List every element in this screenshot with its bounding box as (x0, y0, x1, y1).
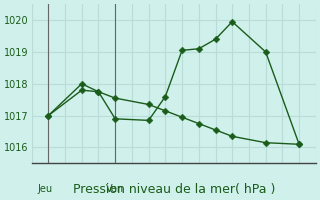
Text: Jeu: Jeu (37, 184, 52, 194)
Text: Ven: Ven (106, 184, 124, 194)
X-axis label: Pression niveau de la mer( hPa ): Pression niveau de la mer( hPa ) (73, 183, 275, 196)
